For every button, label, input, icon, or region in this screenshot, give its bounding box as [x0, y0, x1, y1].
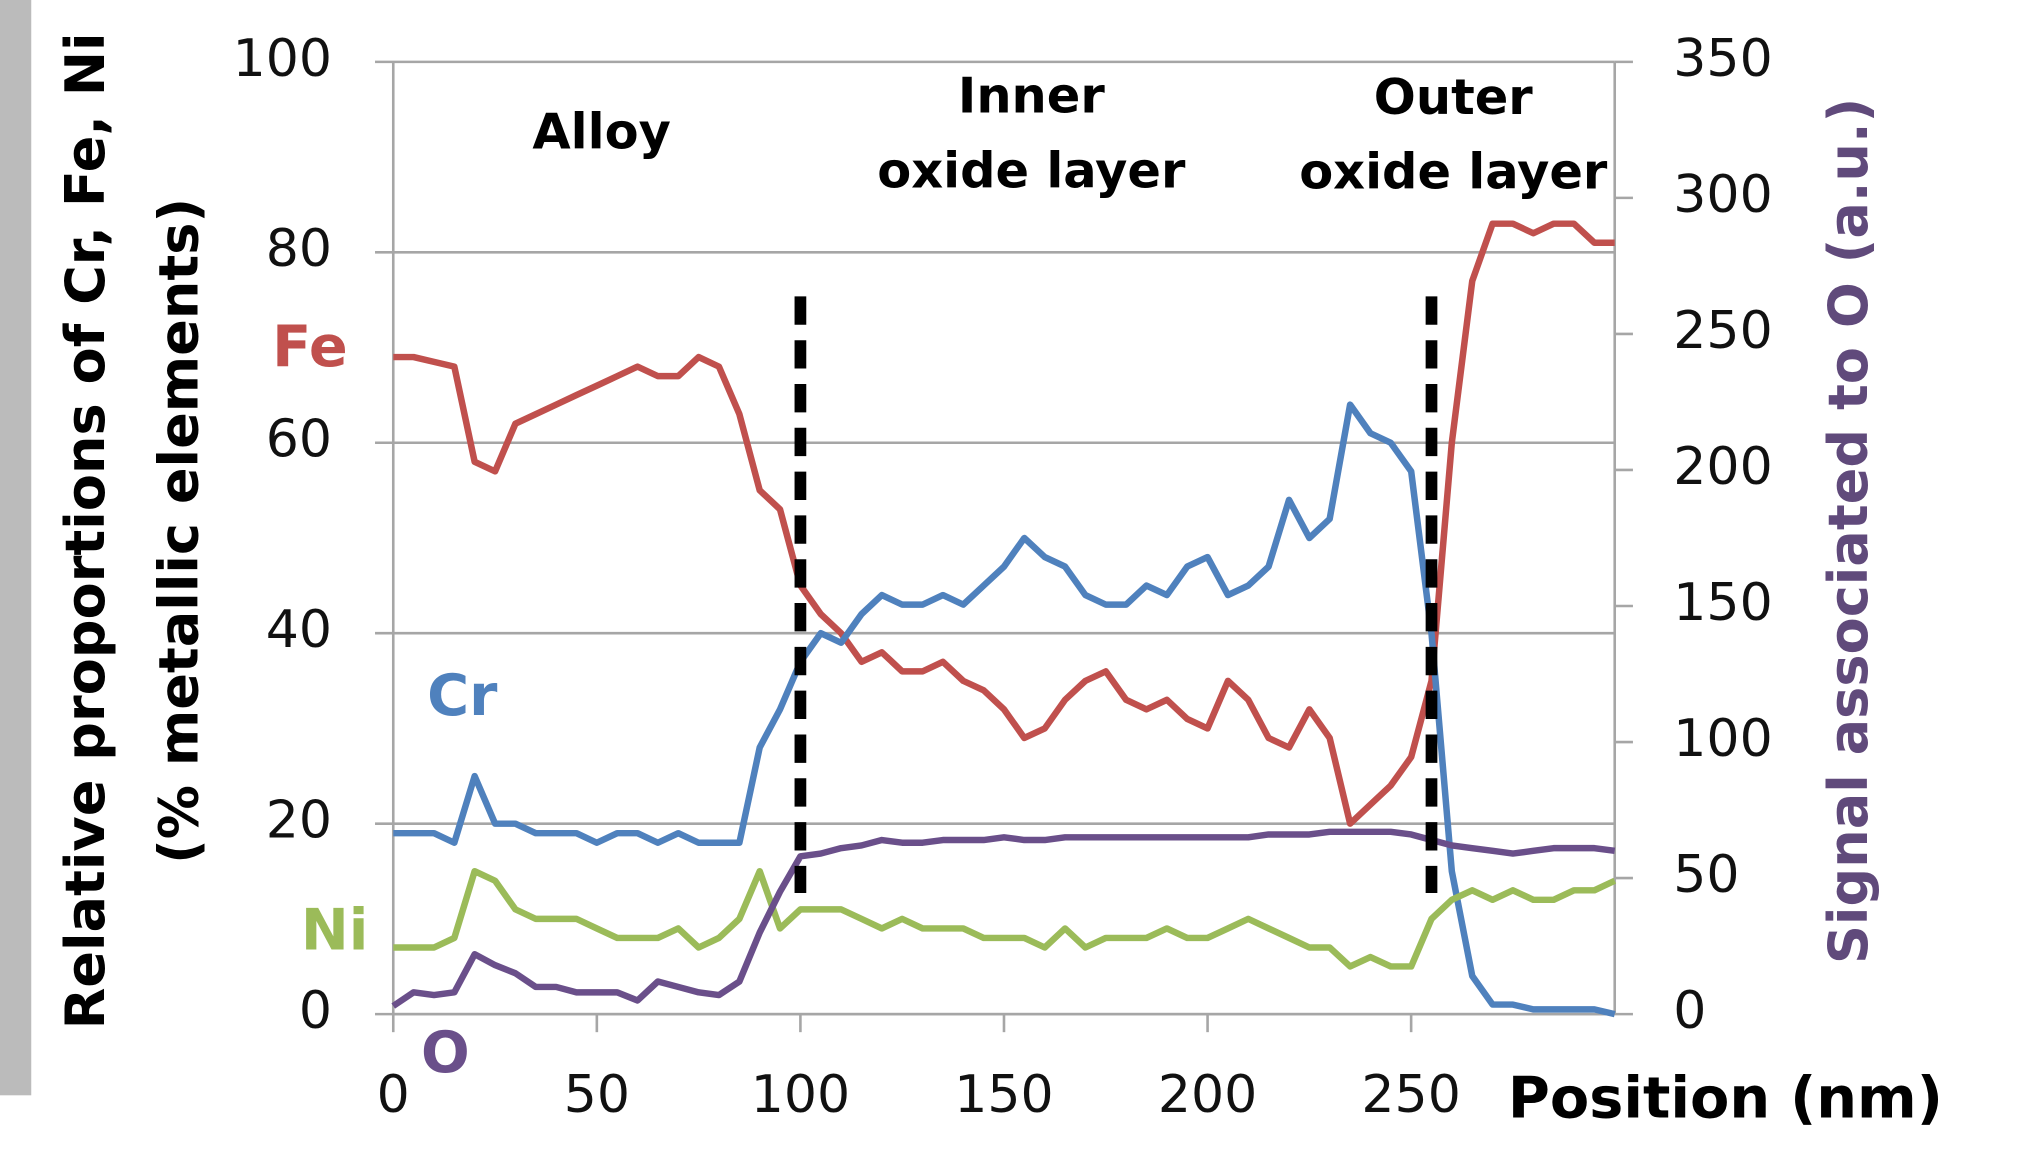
- y-tick-label: 100: [233, 29, 332, 89]
- y-tick-label: 60: [266, 410, 332, 470]
- y2-tick-label: 350: [1673, 29, 1772, 89]
- series-label: Ni: [301, 898, 369, 964]
- x-tick-label: 250: [1361, 1065, 1460, 1125]
- series-label: Cr: [427, 664, 497, 730]
- region-label: Inner: [958, 67, 1106, 125]
- y2-tick-label: 50: [1673, 845, 1739, 905]
- x-axis-title: Position (nm): [1508, 1066, 1943, 1132]
- series-label: Fe: [272, 314, 348, 380]
- x-tick-label: 50: [564, 1065, 630, 1125]
- x-tick-label: 0: [377, 1065, 410, 1125]
- y2-tick-label: 250: [1673, 301, 1772, 361]
- data-line: [393, 867, 1617, 970]
- cropped-image: [0, 0, 32, 1096]
- x-tick-label: 150: [954, 1065, 1053, 1125]
- x-tick-label: 200: [1158, 1065, 1257, 1125]
- y-tick-label: 0: [299, 981, 332, 1041]
- y-tick-label: 40: [266, 600, 332, 660]
- region-label: Alloy: [532, 103, 670, 161]
- data-line: [391, 828, 1616, 1009]
- x-tick-label: 100: [751, 1065, 850, 1125]
- y-axis-title: (% metallic elements): [147, 198, 210, 864]
- y2-tick-label: 0: [1673, 981, 1706, 1041]
- data-line: [393, 220, 1615, 827]
- region-label: oxide layer: [1299, 143, 1608, 201]
- region-label: Outer: [1374, 68, 1534, 126]
- y2-tick-label: 150: [1673, 573, 1772, 633]
- y2-tick-label: 100: [1673, 709, 1772, 769]
- y-axis-title: Relative proportions of Cr, Fe, Ni: [53, 32, 116, 1029]
- series-label: O: [421, 1020, 470, 1086]
- y-tick-label: 20: [266, 791, 332, 851]
- data-line: [393, 401, 1616, 1018]
- y2-tick-label: 200: [1673, 437, 1772, 497]
- region-label: oxide layer: [877, 142, 1186, 200]
- y-tick-label: 80: [266, 219, 332, 279]
- y2-axis-title: Signal associated to O (a.u.): [1817, 98, 1880, 964]
- y2-tick-label: 300: [1673, 165, 1772, 225]
